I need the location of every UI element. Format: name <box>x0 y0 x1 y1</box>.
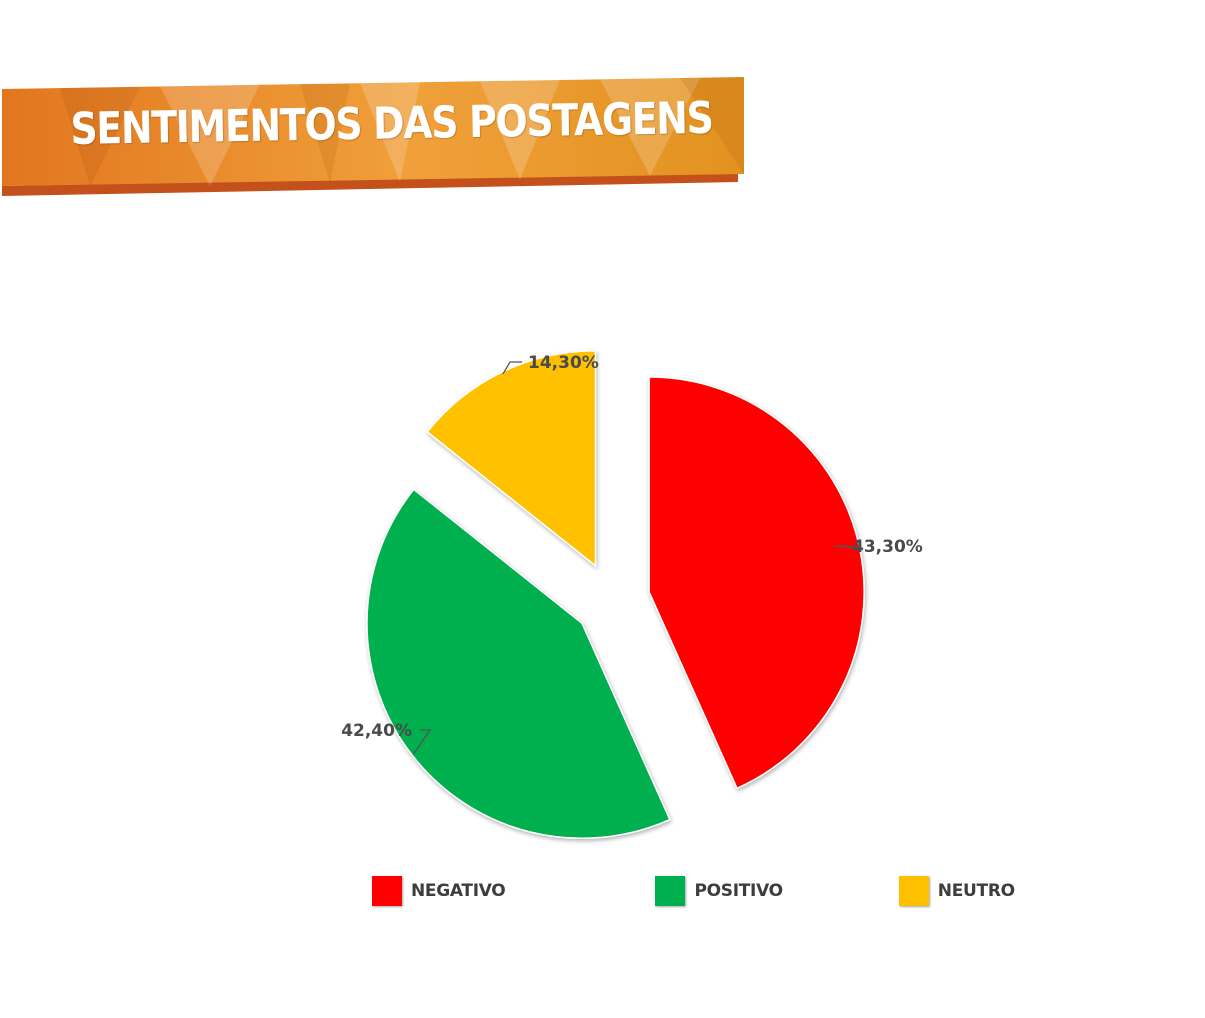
pie-slice-negativo <box>648 376 865 790</box>
leader-line-positivo <box>413 729 432 755</box>
legend-swatch <box>898 876 929 906</box>
banner-shadow <box>2 172 738 196</box>
data-label-positivo: 42,40% <box>341 721 412 741</box>
legend: NEGATIVO POSITIVO NEUTRO <box>372 874 1015 908</box>
pie-slice-positivo <box>366 488 671 839</box>
legend-label: POSITIVO <box>694 881 783 901</box>
leader-line-neutro <box>502 361 522 375</box>
legend-label: NEUTRO <box>937 881 1015 901</box>
legend-label: NEGATIVO <box>411 881 506 901</box>
leader-lines <box>413 361 858 755</box>
legend-item-neutro: NEUTRO <box>898 876 1015 906</box>
leader-line-negativo <box>833 545 858 549</box>
pie-slices <box>366 350 865 839</box>
pie-slice-neutro <box>426 350 597 568</box>
data-label-neutro: 14,30% <box>528 353 599 373</box>
data-labels: 43,30% 42,40% 14,30% <box>341 353 923 741</box>
banner-facets <box>160 78 700 186</box>
legend-swatch <box>372 876 402 906</box>
legend-item-negativo: NEGATIVO <box>372 876 506 906</box>
banner-facets-dark <box>60 77 744 186</box>
banner-background <box>2 77 744 196</box>
legend-swatch <box>655 876 686 906</box>
legend-item-positivo: POSITIVO <box>655 876 783 906</box>
data-label-negativo: 43,30% <box>852 537 923 557</box>
banner-body <box>2 77 744 186</box>
title-banner: SENTIMENTOS DAS POSTAGENS <box>0 0 760 210</box>
